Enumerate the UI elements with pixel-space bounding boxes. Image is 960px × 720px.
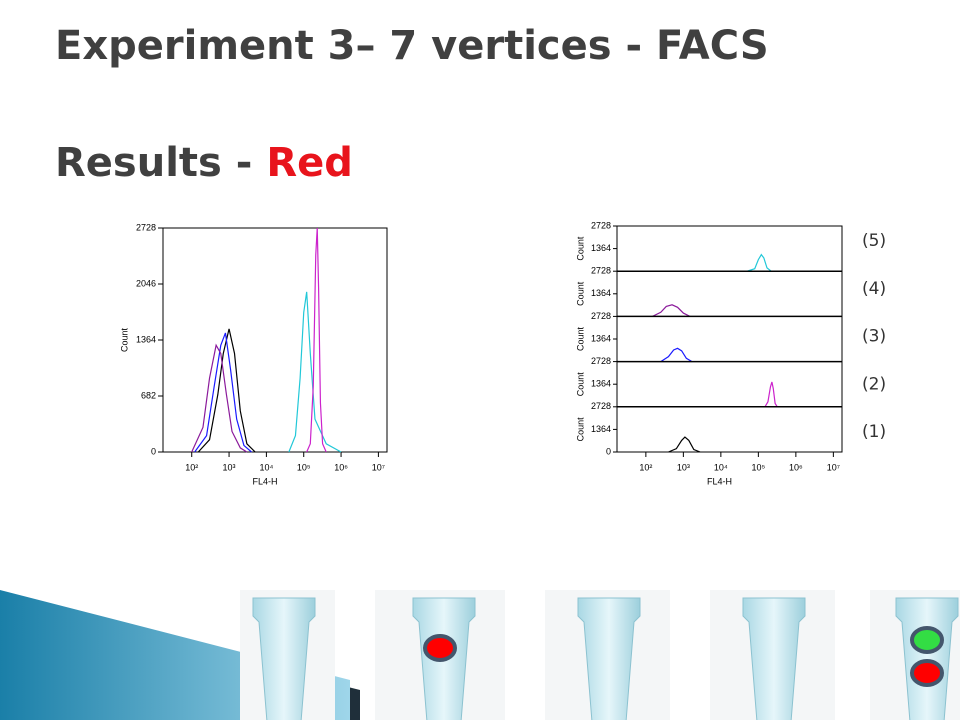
histogram-line: [660, 347, 693, 363]
y-axis-label: Count: [575, 417, 585, 442]
tubes: [240, 590, 960, 720]
x-axis-label: FL4-H: [707, 476, 732, 486]
histogram-line: [306, 227, 327, 453]
slide-title: Experiment 3– 7 vertices - FACS: [55, 23, 769, 69]
x-tick-label: 10³: [223, 462, 236, 472]
x-tick-label: 10⁵: [751, 462, 765, 472]
y-tick-label: 2728: [591, 220, 611, 230]
panel-label: (5): [862, 231, 886, 251]
y-tick-label: 0: [606, 446, 611, 456]
panel-label: (3): [862, 327, 886, 347]
charts: 10² 10³ 10⁴ 10⁵ 10⁶ 10⁷ FL4-H 0 682 1364 2046 2728 C…: [119, 220, 843, 486]
x-tick-label: 10⁴: [714, 462, 728, 472]
tube: [870, 590, 960, 720]
histogram-line: [746, 253, 772, 272]
y-axis-label: Count: [119, 328, 129, 353]
x-tick-label: 10⁴: [259, 462, 273, 472]
tube: [710, 590, 835, 720]
tube: [240, 590, 335, 720]
x-tick-label: 10²: [185, 462, 198, 472]
panel-label: (4): [862, 279, 886, 299]
subtitle-highlight: Red: [266, 140, 353, 186]
y-tick-label: 1364: [136, 334, 156, 344]
y-tick-label: 682: [141, 390, 156, 400]
y-axis-label: Count: [575, 281, 585, 306]
x-tick-label: 10²: [639, 462, 652, 472]
histogram-line: [668, 436, 701, 453]
y-tick-label: 1364: [591, 424, 611, 434]
subtitle-text: Results -: [55, 140, 266, 186]
y-tick-label: 1364: [591, 243, 611, 253]
x-tick-label: 10⁷: [827, 462, 840, 472]
histogram-line: [764, 381, 778, 408]
green-dot: [910, 626, 944, 654]
x-tick-label: 10⁶: [334, 462, 348, 472]
x-axis-label: FL4-H: [252, 476, 277, 486]
y-tick-label: 2728: [591, 356, 611, 366]
histogram-line: [652, 304, 691, 317]
slide-subtitle: Results - Red: [55, 140, 353, 186]
histogram-line: [197, 328, 256, 453]
y-tick-label: 2728: [591, 401, 611, 411]
x-tick-label: 10⁶: [789, 462, 803, 472]
y-tick-label: 1364: [591, 333, 611, 343]
panel-label: (1): [862, 422, 886, 442]
histogram-line: [191, 343, 248, 453]
tube: [375, 590, 505, 720]
y-tick-label: 1364: [591, 288, 611, 298]
x-tick-label: 10³: [677, 462, 690, 472]
x-tick-label: 10⁵: [297, 462, 311, 472]
y-tick-label: 2728: [591, 311, 611, 321]
panel-label: (2): [862, 374, 886, 394]
y-tick-label: 2046: [136, 278, 156, 288]
plot-frame: [162, 227, 388, 453]
plot-frame: [616, 225, 843, 453]
tube: [545, 590, 670, 720]
y-axis-label: Count: [575, 372, 585, 397]
x-tick-label: 10⁷: [372, 462, 385, 472]
red-dot: [910, 659, 944, 687]
y-axis-label: Count: [575, 236, 585, 261]
panel-labels: (5) (4) (3) (2) (1): [862, 231, 886, 442]
y-tick-label: 1364: [591, 379, 611, 389]
y-axis-label: Count: [575, 327, 585, 352]
red-dot: [423, 634, 457, 662]
histogram-line: [194, 332, 252, 453]
y-tick-label: 2728: [591, 266, 611, 276]
y-tick-label: 0: [151, 446, 156, 456]
y-tick-label: 2728: [136, 222, 156, 232]
